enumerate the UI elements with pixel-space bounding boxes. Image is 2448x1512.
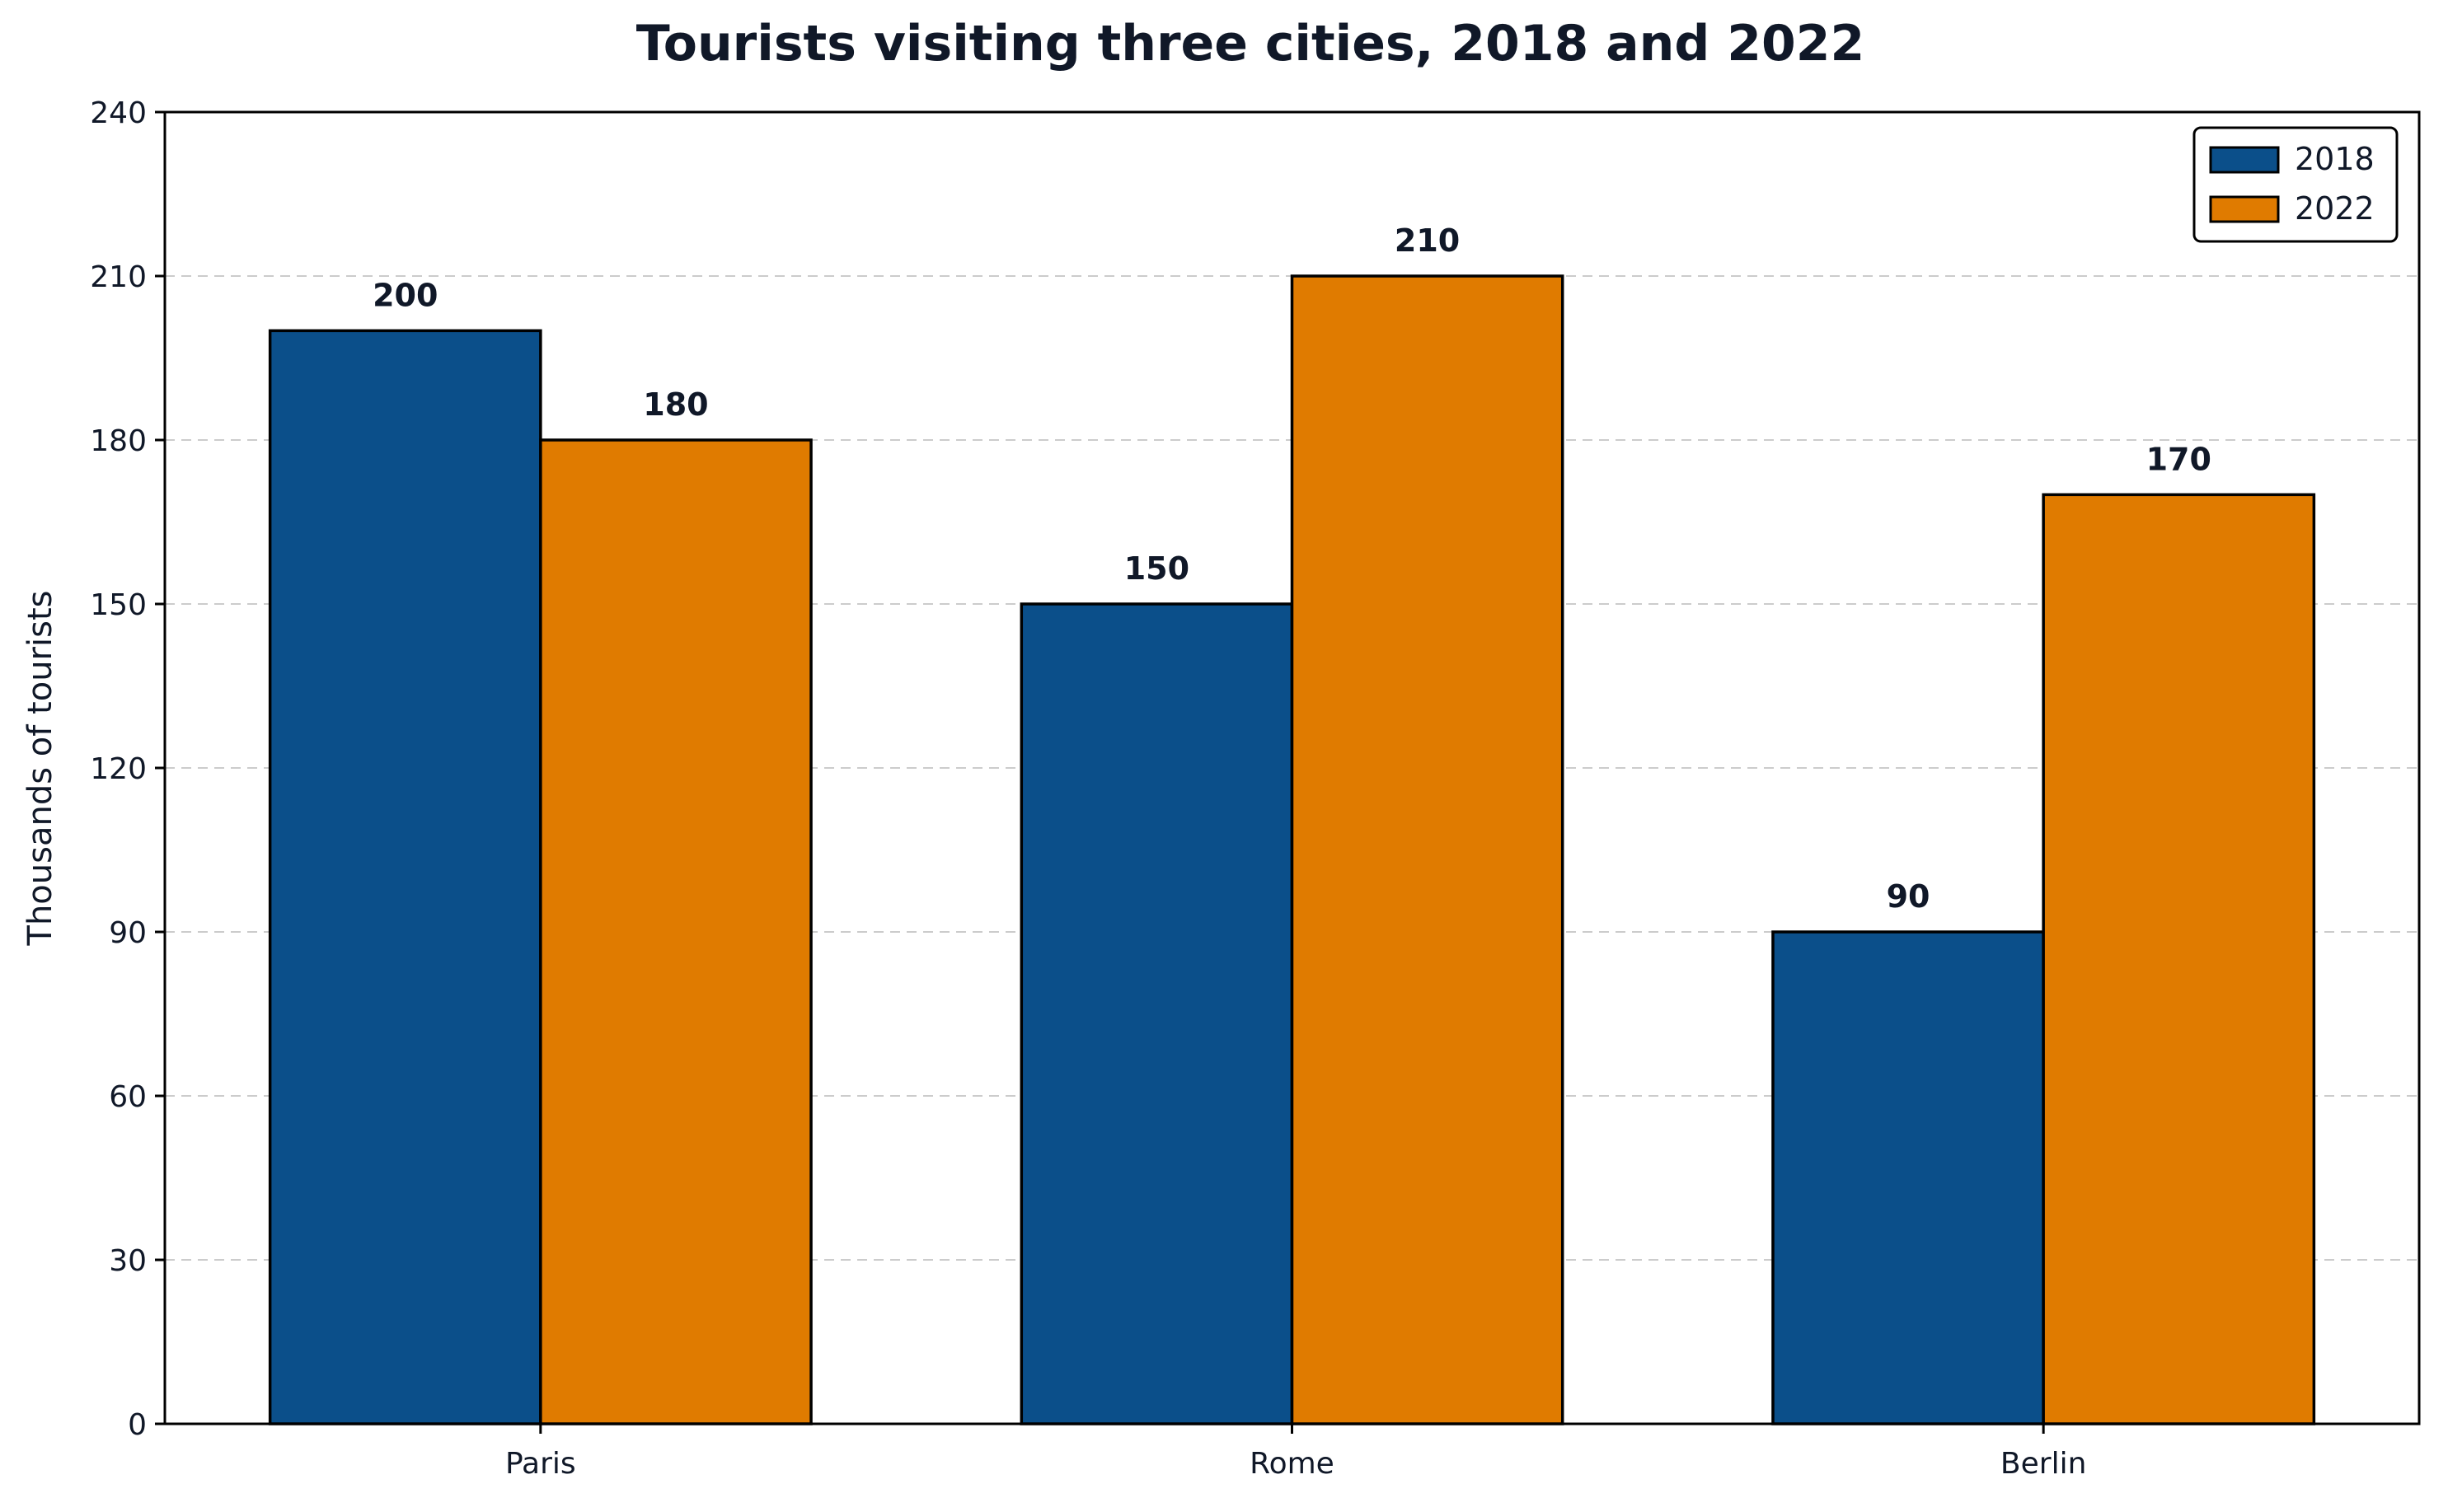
value-labels: 200 180 150 210 90 170 [373,222,2211,915]
legend-swatch-2018 [2209,146,2280,174]
value-label: 90 [1887,878,1930,915]
y-tick-label: 240 [90,96,147,130]
y-tick-label: 60 [109,1080,147,1114]
y-axis-label: Thousands of tourists [21,591,59,947]
legend-label: 2018 [2295,141,2375,177]
x-tick-label: Paris [505,1447,576,1481]
bar-berlin-2018 [1771,930,2045,1425]
plot-frame [163,110,2421,1425]
value-label: 210 [1395,222,1460,259]
y-tick-label: 0 [128,1408,147,1442]
legend-swatch-2022 [2209,195,2280,223]
bar-rome-2022 [1290,274,1564,1425]
y-tick-label: 180 [90,424,147,458]
bar-rome-2018 [1020,602,1294,1425]
y-tick-label: 150 [90,588,147,622]
bar-berlin-2022 [2042,493,2316,1425]
value-label: 170 [2146,441,2211,477]
legend-label: 2022 [2295,190,2375,227]
y-tick-label: 120 [90,752,147,786]
value-label: 180 [643,386,708,423]
axes: 0 30 60 90 120 150 180 210 240 Paris Rome Berlin Tho… [21,96,2421,1481]
value-label: 150 [1124,550,1189,587]
bars [268,274,2316,1425]
x-tick-label: Rome [1250,1447,1334,1481]
x-tick-label: Berlin [2000,1447,2086,1481]
y-tick-label: 90 [109,916,147,950]
y-tick-label: 30 [109,1244,147,1278]
chart-title: Tourists visiting three cities, 2018 and… [636,15,1864,73]
bar-paris-2018 [268,329,542,1425]
legend: 2018 2022 [2192,126,2399,243]
bar-paris-2022 [539,438,813,1425]
value-label: 200 [373,277,438,313]
y-tick-label: 210 [90,260,147,294]
